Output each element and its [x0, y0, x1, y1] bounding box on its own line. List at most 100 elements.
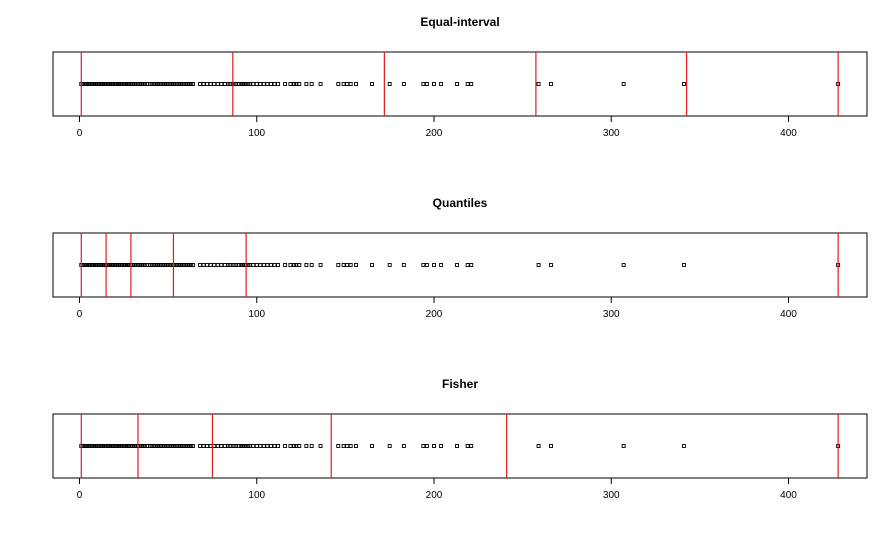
data-point — [233, 82, 238, 86]
data-point — [276, 263, 280, 267]
data-point — [254, 444, 259, 448]
data-point — [144, 444, 149, 448]
data-point — [219, 82, 224, 86]
data-point — [439, 444, 444, 448]
data-point — [283, 444, 288, 448]
data-point — [268, 263, 273, 267]
x-tick-label: 100 — [248, 490, 265, 501]
data-point — [432, 263, 436, 267]
data-point — [341, 444, 346, 448]
data-point — [247, 263, 252, 267]
data-point — [348, 82, 353, 86]
data-point — [354, 263, 358, 267]
data-point — [261, 444, 266, 448]
data-point — [341, 263, 346, 267]
data-point — [348, 444, 353, 448]
data-point — [283, 82, 288, 86]
data-point — [208, 444, 213, 448]
data-point — [208, 263, 213, 267]
data-point — [268, 82, 273, 86]
data-point — [293, 444, 298, 448]
data-point — [304, 444, 309, 448]
data-point — [336, 82, 341, 86]
data-point — [336, 444, 341, 448]
x-tick-label: 200 — [426, 309, 443, 320]
data-point — [265, 82, 270, 86]
data-point — [549, 82, 553, 86]
data-point — [261, 263, 266, 267]
data-point — [258, 263, 263, 267]
data-point — [421, 263, 426, 267]
data-point — [288, 263, 293, 267]
data-point — [254, 82, 259, 86]
x-tick-label: 300 — [603, 490, 620, 501]
data-point — [205, 82, 210, 86]
panel-1: Equal-interval 0 100 200 300 400 — [52, 15, 868, 139]
data-point — [258, 444, 263, 448]
data-point — [681, 444, 686, 448]
data-point — [228, 444, 233, 448]
data-point — [201, 444, 206, 448]
x-tick-label: 100 — [248, 309, 265, 320]
data-point — [265, 444, 270, 448]
x-tick-label: 200 — [426, 128, 443, 139]
data-point — [272, 444, 277, 448]
data-point — [215, 263, 220, 267]
data-point — [370, 82, 374, 86]
data-point — [549, 444, 553, 448]
data-point — [222, 444, 227, 448]
data-point — [370, 263, 374, 267]
data-point — [421, 444, 426, 448]
data-point — [219, 444, 224, 448]
data-point — [190, 82, 195, 86]
data-point — [681, 263, 686, 267]
data-point — [439, 263, 444, 267]
data-point — [354, 82, 358, 86]
data-point — [401, 82, 406, 86]
data-point — [297, 444, 302, 448]
data-point — [272, 82, 277, 86]
data-point — [455, 444, 459, 448]
data-point — [251, 444, 256, 448]
data-point — [304, 82, 309, 86]
data-point — [233, 263, 238, 267]
data-point — [341, 82, 346, 86]
data-point — [222, 82, 227, 86]
data-point — [215, 82, 220, 86]
x-tick-label: 300 — [603, 128, 620, 139]
data-point — [198, 444, 202, 448]
panel-3: Fisher 0 100 200 300 400 — [52, 377, 868, 501]
x-tick-label: 400 — [780, 128, 797, 139]
data-point — [288, 82, 293, 86]
data-point — [421, 82, 426, 86]
data-point — [233, 444, 238, 448]
data-point — [318, 263, 323, 267]
data-point — [354, 444, 358, 448]
data-point — [254, 263, 259, 267]
data-point — [198, 263, 202, 267]
data-point — [144, 263, 149, 267]
data-point — [370, 444, 374, 448]
x-tick-label: 300 — [603, 309, 620, 320]
data-point — [251, 263, 256, 267]
data-point — [215, 444, 220, 448]
data-point — [304, 263, 309, 267]
data-point — [469, 263, 474, 267]
x-tick-label: 0 — [77, 309, 83, 320]
data-point — [198, 82, 202, 86]
data-point — [465, 82, 470, 86]
data-point — [293, 82, 298, 86]
data-point — [621, 444, 626, 448]
panel-title: Fisher — [442, 377, 478, 391]
data-point — [276, 82, 280, 86]
data-point — [201, 263, 206, 267]
data-point — [190, 444, 195, 448]
data-point — [432, 444, 436, 448]
data-point — [345, 444, 350, 448]
data-point — [258, 82, 263, 86]
data-point — [276, 444, 280, 448]
data-point — [309, 263, 314, 267]
data-point — [621, 263, 626, 267]
data-point — [549, 263, 553, 267]
